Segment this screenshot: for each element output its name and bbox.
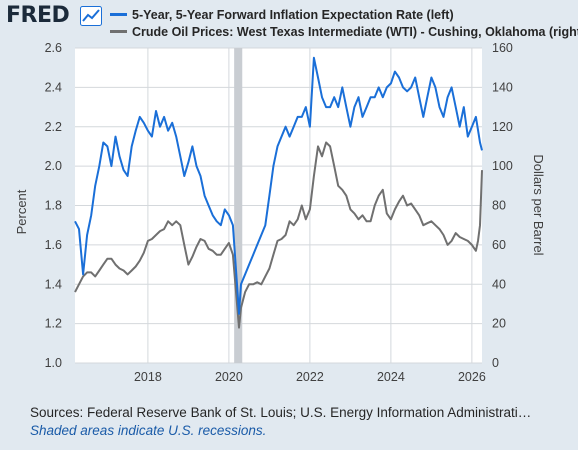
legend-label-oil: Crude Oil Prices: West Texas Intermediat… [132,24,578,39]
x-tick-label: 2026 [458,370,486,384]
y-tick-label-left: 1.2 [45,317,62,331]
y-tick-label-left: 2.4 [45,80,62,94]
y-tick-label-left: 1.8 [45,199,62,213]
y-tick-label-right: 60 [492,238,506,252]
x-tick-label: 2024 [377,370,405,384]
line-chart-icon [80,6,102,26]
inflation-expectation-line [74,56,483,315]
y-axis-label-left: Percent [14,189,29,234]
y-tick-label-left: 2.0 [45,159,62,173]
legend-swatch-oil [110,30,127,33]
y-tick-label-right: 20 [492,317,506,331]
y-tick-label-left: 2.6 [45,41,62,55]
y-tick-label-left: 1.6 [45,238,62,252]
y-tick-label-left: 1.0 [45,356,62,370]
x-tick-label: 2018 [134,370,162,384]
y-tick-label-right: 160 [492,41,513,55]
chart-area: 1.0 1.2 1.4 1.6 1.8 2.0 2.2 2.4 2.6 0 20 40 60 80 100 1… [14,41,546,384]
y-tick-label-right: 80 [492,199,506,213]
recession-note: Shaded areas indicate U.S. recessions. [30,423,267,438]
y-tick-label-right: 140 [492,80,513,94]
oil-price-line [74,141,483,329]
series-lines [74,56,483,329]
x-tick-label: 2020 [215,370,243,384]
chart-header: FRED 5-Year, 5-Year Forward Inflation Ex… [0,0,578,44]
source-note: Sources: Federal Reserve Bank of St. Lou… [30,405,532,420]
tick-labels: 1.0 1.2 1.4 1.6 1.8 2.0 2.2 2.4 2.6 0 20 40 60 80 100 1… [45,41,513,384]
x-tick-label: 2022 [296,370,324,384]
legend-swatch-inflation [110,13,127,16]
y-axis-label-right: Dollars per Barrel [531,154,546,255]
y-tick-label-left: 1.4 [45,277,62,291]
y-tick-label-left: 2.2 [45,120,62,134]
grid-lines [75,47,482,364]
chart-footer: Sources: Federal Reserve Bank of St. Lou… [30,405,570,438]
y-tick-label-right: 0 [492,356,499,370]
chart-legend: 5-Year, 5-Year Forward Inflation Expecta… [110,6,578,40]
legend-label-inflation: 5-Year, 5-Year Forward Inflation Expecta… [132,7,454,22]
fred-logo: FRED [6,3,70,28]
legend-item-inflation: 5-Year, 5-Year Forward Inflation Expecta… [110,6,578,23]
y-tick-label-right: 40 [492,277,506,291]
recession-shading [234,48,243,363]
y-tick-label-right: 120 [492,120,513,134]
y-tick-label-right: 100 [492,159,513,173]
recession-band [234,48,243,363]
legend-item-oil: Crude Oil Prices: West Texas Intermediat… [110,23,578,40]
